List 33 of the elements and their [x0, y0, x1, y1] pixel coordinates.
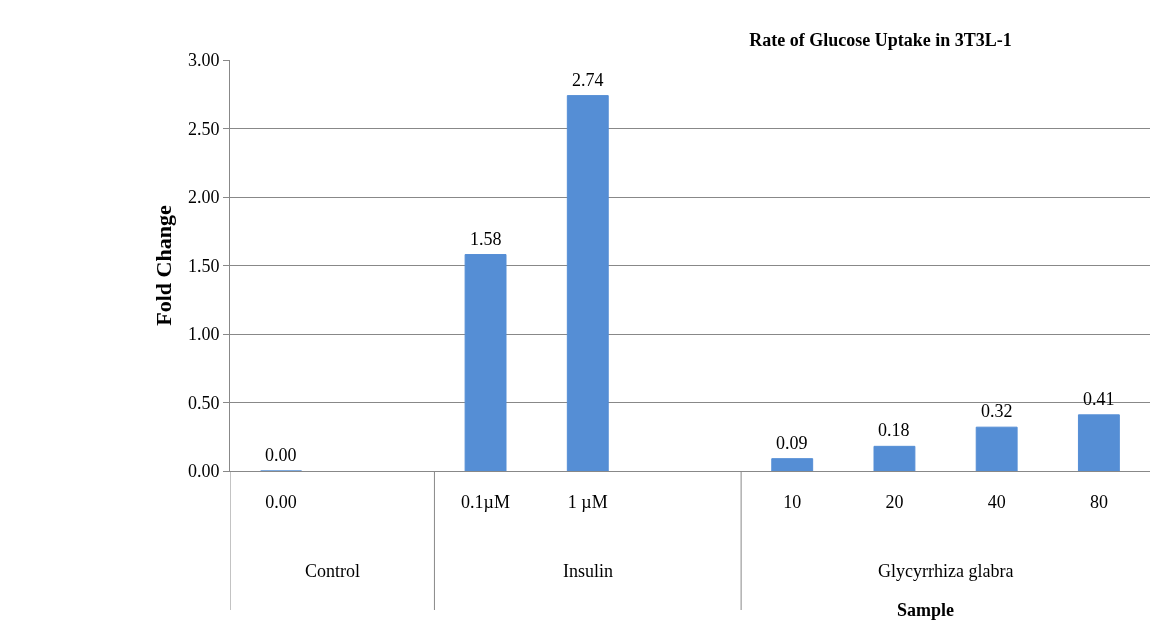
x-tick-label: 20	[885, 491, 904, 512]
x-tick-label: 1 µM	[567, 491, 608, 512]
data-label: 0.32	[981, 401, 1013, 421]
data-label: 0.41	[1083, 389, 1115, 409]
y-tick-label: 2.00	[187, 187, 220, 208]
text: Glycyrrhiza glabra	[878, 561, 1014, 581]
bar	[1077, 414, 1120, 471]
data-label: 2.74	[572, 70, 604, 90]
y-tick-label: 3.00	[187, 50, 220, 71]
bar	[566, 95, 609, 471]
x-tick-label: 40	[987, 491, 1006, 512]
bar	[975, 426, 1018, 471]
x-tick-label: 10	[783, 491, 802, 512]
chart-title: Rate of Glucose Uptake in 3T3L-1	[749, 30, 1012, 51]
data-label: 0.09	[776, 433, 808, 453]
y-tick-label: 0.00	[187, 461, 220, 482]
data-label: 1.58	[470, 229, 502, 249]
x-tick-label: 0.1µM	[461, 491, 511, 512]
data-label: 0.00	[265, 445, 297, 465]
y-tick-label: 1.50	[187, 255, 220, 276]
y-axis-title: Fold Change	[150, 205, 176, 326]
x-tick-label: 0.00	[265, 491, 297, 512]
x-axis-title: Sample	[897, 600, 955, 620]
bar	[873, 445, 916, 471]
data-label: 0.18	[878, 420, 910, 440]
bar	[771, 458, 814, 471]
y-tick-label: 1.00	[187, 324, 220, 345]
x-tick-label: 80	[1089, 491, 1108, 512]
y-tick-label: 0.50	[187, 392, 220, 413]
bar	[464, 254, 507, 471]
text: Insulin	[563, 561, 614, 581]
y-tick-label: 2.50	[187, 118, 220, 139]
text: Control	[305, 561, 361, 581]
